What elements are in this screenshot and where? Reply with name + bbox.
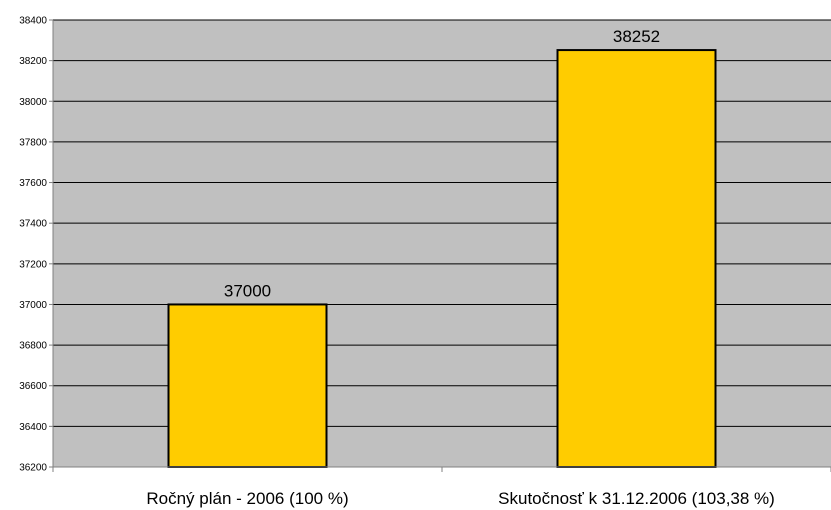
y-tick-label: 37600	[19, 178, 47, 189]
y-tick-label: 36400	[19, 422, 47, 433]
x-axis-category-labels: Ročný plán - 2006 (100 %) Skutočnosť k 31…	[146, 489, 774, 508]
y-tick-label: 36200	[19, 463, 47, 474]
x-category-label: Skutočnosť k 31.12.2006 (103,38 %)	[498, 489, 775, 508]
y-tick-label: 36600	[19, 381, 47, 392]
y-tick-label: 36800	[19, 341, 47, 352]
y-tick-label: 37000	[19, 300, 47, 311]
bar	[556, 49, 717, 468]
bar	[167, 303, 328, 469]
bars	[167, 49, 717, 469]
axes	[52, 20, 831, 472]
data-label: 38252	[613, 27, 660, 46]
data-label: 37000	[224, 281, 271, 300]
data-labels: 37000 38252	[224, 27, 660, 300]
y-tick-label: 38200	[19, 56, 47, 67]
x-category-label: Ročný plán - 2006 (100 %)	[146, 489, 348, 508]
y-tick-label: 38000	[19, 97, 47, 108]
y-tick-label: 37400	[19, 219, 47, 230]
y-tick-label: 37800	[19, 137, 47, 148]
y-tick-label: 38400	[19, 16, 47, 27]
y-axis-tick-labels: 36200 36400 36600 36800 37000 37200 37400 37600…	[19, 16, 53, 474]
y-tick-label: 37200	[19, 259, 47, 270]
